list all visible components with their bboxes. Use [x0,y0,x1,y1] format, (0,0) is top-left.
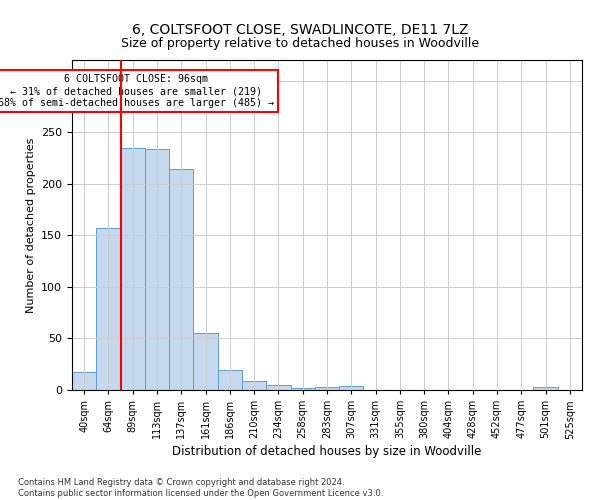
Bar [169,170,193,390]
Bar [145,148,169,390]
Text: 6, COLTSFOOT CLOSE, SWADLINCOTE, DE11 7LZ: 6, COLTSFOOT CLOSE, SWADLINCOTE, DE11 7L… [132,22,468,36]
Bar [242,380,266,390]
Text: 6 COLTSFOOT CLOSE: 96sqm
← 31% of detached houses are smaller (219)
68% of semi-: 6 COLTSFOOT CLOSE: 96sqm ← 31% of detach… [0,74,274,108]
Bar [266,385,290,390]
Bar [218,370,242,390]
Bar [72,372,96,390]
X-axis label: Distribution of detached houses by size in Woodville: Distribution of detached houses by size … [172,446,482,458]
Text: Contains HM Land Registry data © Crown copyright and database right 2024.
Contai: Contains HM Land Registry data © Crown c… [18,478,383,498]
Bar [96,228,121,390]
Bar [315,387,339,390]
Bar [533,387,558,390]
Bar [121,148,145,390]
Text: Size of property relative to detached houses in Woodville: Size of property relative to detached ho… [121,38,479,51]
Bar [193,334,218,390]
Y-axis label: Number of detached properties: Number of detached properties [26,138,35,312]
Bar [290,388,315,390]
Bar [339,386,364,390]
